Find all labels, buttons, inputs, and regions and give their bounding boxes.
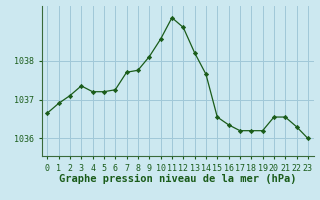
X-axis label: Graphe pression niveau de la mer (hPa): Graphe pression niveau de la mer (hPa) — [59, 174, 296, 184]
